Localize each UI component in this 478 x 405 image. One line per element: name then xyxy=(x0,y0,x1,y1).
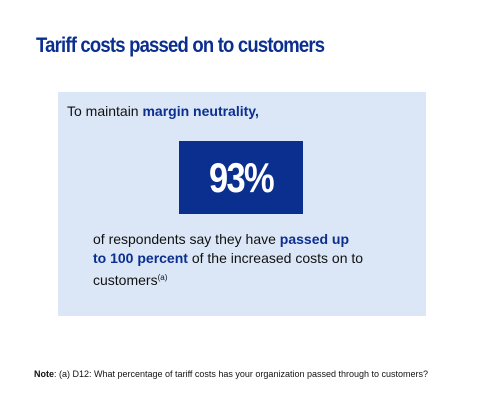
footnote-marker: (a) xyxy=(157,273,168,282)
intro-highlight: margin neutrality, xyxy=(142,103,259,119)
note-text: : (a) D12: What percentage of tariff cos… xyxy=(54,369,429,379)
footnote: Note: (a) D12: What percentage of tariff… xyxy=(34,369,454,380)
intro-text: To maintain margin neutrality, xyxy=(67,103,259,119)
page-title: Tariff costs passed on to customers xyxy=(36,34,325,57)
result-highlight-line2: to 100 percent xyxy=(93,250,188,266)
result-suffix: of the increased costs on to customers xyxy=(93,250,364,288)
result-text: of respondents say they have passed up to… xyxy=(93,230,413,290)
result-highlight-line1: passed up xyxy=(279,231,350,247)
intro-prefix: To maintain xyxy=(67,103,143,119)
result-prefix: of respondents say they have xyxy=(93,231,280,247)
stat-box: 93% xyxy=(179,141,303,214)
note-label: Note xyxy=(34,369,54,379)
stat-value: 93% xyxy=(208,153,275,201)
